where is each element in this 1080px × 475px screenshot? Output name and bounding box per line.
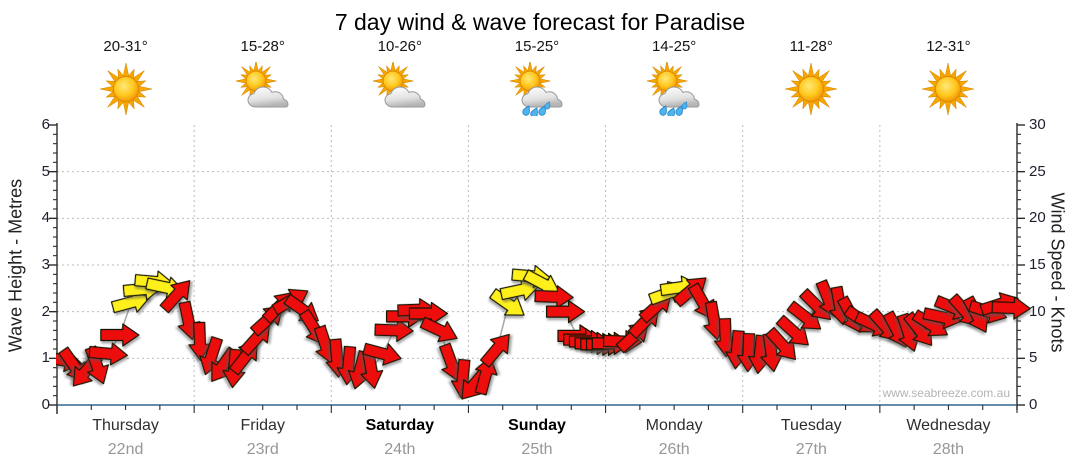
- wind-arrow: [360, 349, 384, 389]
- wind-arrow: [534, 285, 574, 309]
- wind-arrow: [419, 316, 458, 343]
- day-date-label: 26th: [658, 441, 690, 458]
- day-date-label: 23rd: [246, 441, 279, 458]
- wind-arrow: [765, 326, 797, 361]
- day-date-label: 25th: [521, 441, 553, 458]
- temp-range-label: 15-28°: [240, 38, 285, 55]
- wind-arrow: [362, 342, 402, 366]
- wind-arrow: [545, 300, 586, 324]
- sun-cloud-icon: [235, 60, 290, 116]
- right-axis-tick-label: 30: [1029, 116, 1046, 133]
- left-axis-tick-label: 6: [41, 116, 50, 133]
- wind-arrow: [474, 356, 498, 396]
- left-axis-title: Wave Height - Metres: [5, 178, 26, 353]
- right-axis-tick-label: 15: [1029, 256, 1046, 273]
- temp-range-label: 15-25°: [514, 38, 560, 55]
- temp-range-label: 12-31°: [926, 38, 971, 55]
- left-axis-tick-label: 4: [41, 209, 50, 227]
- sun-cloud-rain-icon: [509, 60, 564, 118]
- wind-arrow: [88, 342, 128, 366]
- wind-arrow: [100, 323, 140, 347]
- temp-range-label: 20-31°: [103, 38, 148, 55]
- wind-arrow: [188, 321, 212, 362]
- day-name-label: Monday: [645, 417, 703, 434]
- wind-arrow-series: [56, 264, 1031, 400]
- day-name-label: Saturday: [365, 417, 435, 434]
- right-axis-tick-label: 5: [1029, 349, 1038, 367]
- sun-icon: [99, 62, 153, 116]
- day-date-label: 27th: [795, 441, 827, 458]
- left-axis-tick-label: 5: [41, 162, 50, 180]
- wind-arrow: [786, 300, 822, 330]
- right-axis-tick-label: 0: [1029, 396, 1038, 413]
- sun-cloud-icon: [372, 60, 427, 116]
- wind-arrow: [374, 318, 414, 343]
- right-axis-tick-label: 25: [1029, 162, 1046, 180]
- wind-arrow: [479, 333, 510, 368]
- sun-icon: [784, 62, 838, 116]
- wind-arrow: [991, 296, 1031, 320]
- right-axis-tick-label: 10: [1029, 302, 1046, 320]
- axes: [49, 123, 1025, 414]
- sun-icon: [921, 62, 975, 116]
- right-axis-title: Wind Speed - Knots: [1047, 192, 1068, 353]
- wind-arrow: [775, 314, 809, 346]
- left-axis-tick-label: 0: [41, 396, 50, 413]
- day-date-label: 28th: [932, 441, 964, 458]
- wind-arrow: [489, 288, 525, 316]
- day-name-label: Friday: [240, 417, 285, 434]
- day-name-label: Tuesday: [780, 417, 842, 434]
- left-axis-tick-label: 2: [41, 302, 50, 320]
- temp-range-label: 10-26°: [377, 38, 423, 55]
- sun-cloud-rain-icon: [646, 60, 701, 118]
- wind-arrow: [159, 280, 191, 314]
- day-name-label: Sunday: [508, 417, 566, 434]
- chart-title: 7 day wind & wave forecast for Paradise: [334, 9, 746, 35]
- day-date-label: 24th: [384, 441, 416, 458]
- right-axis-tick-label: 20: [1029, 209, 1046, 227]
- left-axis-tick-label: 3: [41, 256, 50, 273]
- watermark-url: www.seabreeze.com.au: [882, 386, 1010, 400]
- wind-arrow: [408, 301, 449, 326]
- temp-range-label: 14-25°: [651, 38, 697, 55]
- temp-range-label: 11-28°: [789, 38, 833, 55]
- day-name-label: Thursday: [92, 417, 159, 434]
- gridlines: [57, 125, 1017, 405]
- left-axis-tick-label: 1: [41, 349, 50, 367]
- day-date-label: 22nd: [107, 441, 144, 458]
- wind-arrow: [499, 278, 540, 301]
- day-name-label: Wednesday: [906, 417, 991, 434]
